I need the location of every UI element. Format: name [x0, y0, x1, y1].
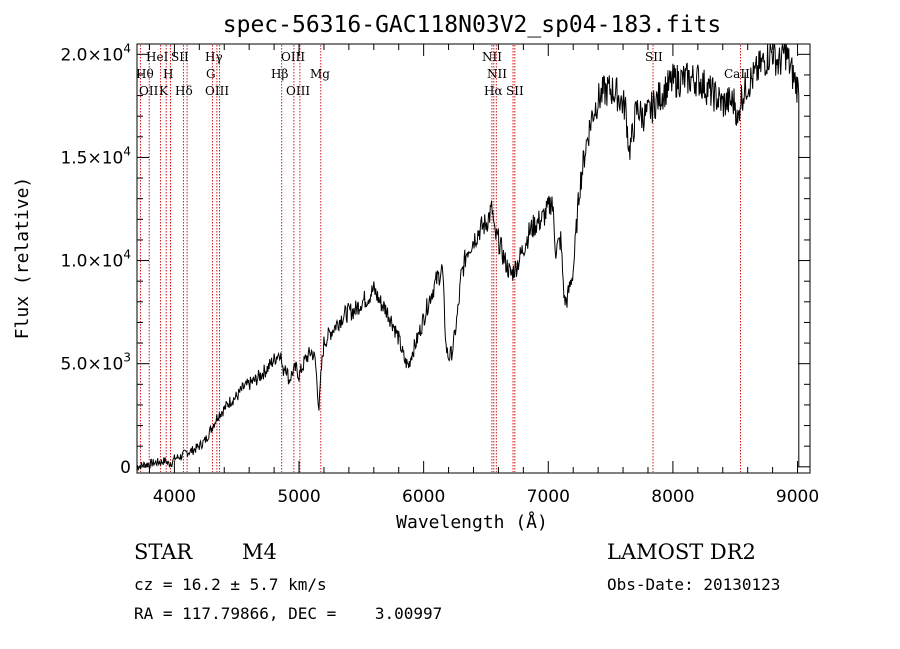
line-label-htheta: Hθ	[136, 67, 154, 81]
plot-frame	[136, 43, 811, 474]
y-tick-label: 0	[120, 458, 131, 478]
x-tick-label: 4000	[153, 487, 196, 507]
line-label-sii-1: SII	[171, 50, 189, 64]
line-label-g: G	[206, 67, 216, 81]
y-tick-label: 1.5×104	[60, 144, 131, 168]
line-label-oiii-1: OIII	[205, 84, 229, 98]
line-label-halpha: Hα	[484, 84, 503, 98]
survey-name: LAMOST DR2	[607, 540, 756, 564]
line-label-sii-2: SII	[506, 84, 524, 98]
line-label-h: H	[163, 67, 173, 81]
line-label-oii: OII	[139, 84, 159, 98]
line-label-caii: CaII	[724, 67, 750, 81]
ra-dec: RA = 117.79866, DEC = 3.00997	[134, 604, 442, 623]
line-label-nii-2: NII	[487, 67, 507, 81]
line-label-hei: HeI	[146, 50, 169, 64]
x-tick-label: 7000	[527, 487, 570, 507]
x-tick-label: 5000	[277, 487, 320, 507]
line-label-hdelta: Hδ	[175, 84, 193, 98]
line-label-oiii-3: OIII	[286, 84, 310, 98]
line-label-mg: Mg	[310, 67, 330, 81]
redshift-cz: cz = 16.2 ± 5.7 km/s	[134, 575, 327, 594]
line-markers	[139, 45, 741, 472]
obs-date: Obs-Date: 20130123	[607, 575, 780, 594]
line-label-hbeta: Hβ	[271, 67, 288, 81]
line-label-hgamma: Hγ	[205, 50, 223, 64]
line-label-k: K	[159, 84, 169, 98]
x-tick-label: 6000	[402, 487, 445, 507]
line-label-nii-1: NII	[482, 50, 502, 64]
chart-title: spec-56316-GAC118N03V2_sp04-183.fits	[223, 12, 722, 38]
x-tick-label: 9000	[776, 487, 819, 507]
x-tick-label: 8000	[651, 487, 694, 507]
x-axis: 4000 5000 6000 7000 8000 9000	[148, 44, 819, 507]
y-axis: 0 5.0×103 1.0×104 1.5×104 2.0×104	[60, 41, 810, 478]
y-axis-label: Flux (relative)	[12, 177, 33, 340]
line-label-sii-3: SII	[645, 50, 663, 64]
y-tick-label: 5.0×103	[60, 351, 131, 375]
line-label-oiii-2: OIII	[281, 50, 305, 64]
object-subclass: M4	[242, 540, 277, 564]
spectrum-series	[136, 43, 800, 472]
object-class: STAR	[134, 540, 193, 564]
y-tick-label: 1.0×104	[60, 248, 131, 272]
x-axis-label: Wavelength (Å)	[396, 511, 548, 533]
y-tick-label: 2.0×104	[60, 41, 131, 65]
line-labels: OII Hθ HeI K H SII Hδ Hγ G OIII Hβ OIII …	[136, 50, 750, 98]
